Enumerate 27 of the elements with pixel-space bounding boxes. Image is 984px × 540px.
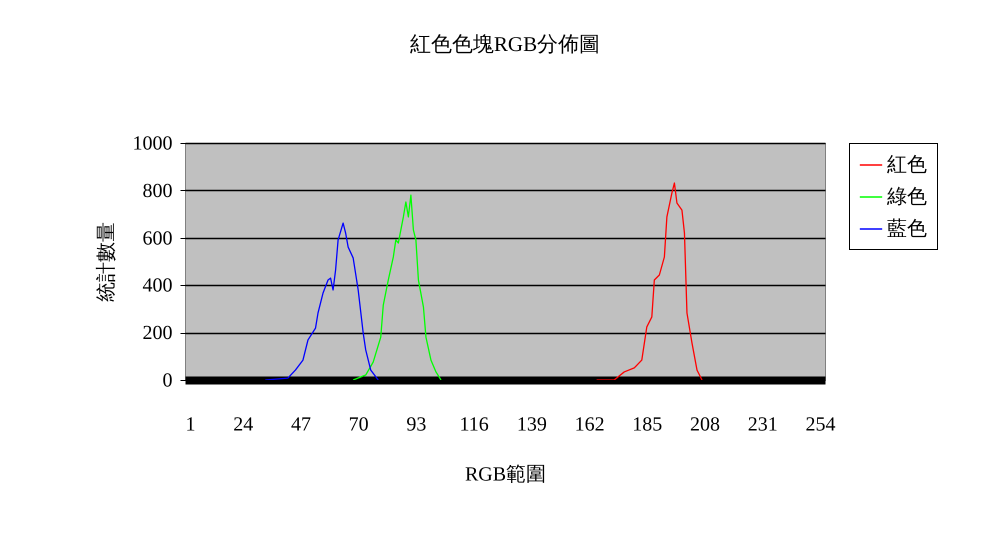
x-tick-label: 47 bbox=[290, 414, 311, 436]
y-axis-title: 統計數量 bbox=[96, 222, 118, 302]
x-tick-label: 231 bbox=[748, 414, 778, 436]
y-tick-label: 200 bbox=[142, 322, 172, 344]
x-tick-label: 162 bbox=[574, 414, 605, 436]
y-tick-label: 0 bbox=[162, 370, 172, 392]
y-tick-label: 800 bbox=[142, 180, 172, 202]
line-series bbox=[596, 182, 703, 380]
x-tick-label: 24 bbox=[233, 414, 254, 436]
chart-title: 紅色色塊RGB分佈圖 bbox=[410, 32, 600, 56]
legend-label: 藍色 bbox=[887, 218, 927, 240]
y-tick-label: 600 bbox=[142, 227, 172, 250]
legend-label: 紅色 bbox=[887, 154, 927, 176]
line-series bbox=[264, 222, 379, 380]
x-tick-label: 93 bbox=[406, 414, 426, 436]
line-series bbox=[352, 194, 442, 380]
y-tick-label: 400 bbox=[142, 274, 172, 297]
x-tick-label: 139 bbox=[516, 414, 547, 436]
x-tick-label: 185 bbox=[632, 414, 662, 436]
x-tick-label: 254 bbox=[805, 414, 836, 436]
x-tick-label: 116 bbox=[459, 414, 489, 436]
x-tick-label: 70 bbox=[348, 414, 369, 436]
x-tick-label: 1 bbox=[186, 414, 196, 436]
legend-label: 綠色 bbox=[886, 186, 927, 208]
x-axis-title: RGB範圍 bbox=[464, 464, 546, 486]
y-tick-label: 1000 bbox=[132, 132, 172, 154]
x-tick-label: 208 bbox=[690, 414, 720, 436]
